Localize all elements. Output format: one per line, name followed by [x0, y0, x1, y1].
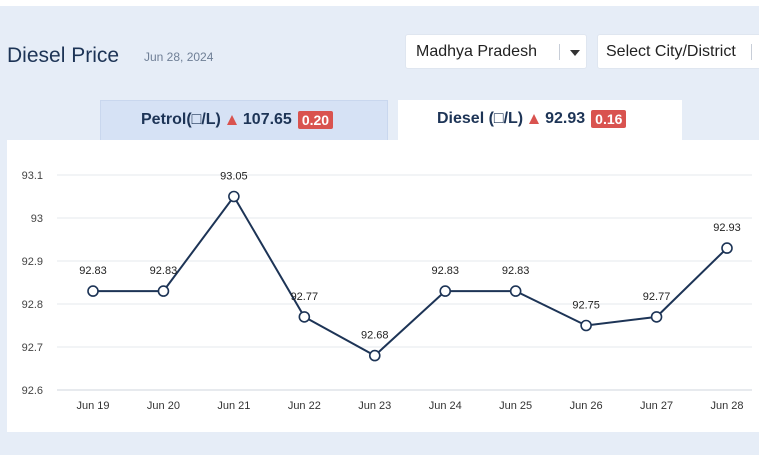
city-select-separator: [751, 44, 752, 60]
y-tick-label: 92.8: [22, 299, 43, 311]
data-point: [368, 349, 381, 362]
tab-diesel[interactable]: Diesel (□/L) 92.93 0.16: [398, 100, 682, 140]
data-label: 92.83: [502, 265, 530, 277]
tab-petrol-price: 107.65: [242, 111, 292, 128]
tab-petrol[interactable]: Petrol(□/L) 107.65 0.20: [100, 100, 388, 140]
x-tick-label: Jun 27: [640, 400, 673, 412]
top-strip: [0, 0, 759, 6]
tab-petrol-change-badge: 0.20: [297, 111, 334, 129]
y-tick-label: 92.9: [22, 256, 43, 268]
tab-diesel-label: Diesel (□/L): [437, 110, 524, 127]
data-point: [580, 319, 592, 332]
data-label: 92.77: [291, 291, 319, 303]
x-tick-label: Jun 22: [288, 400, 321, 412]
data-point: [439, 285, 452, 297]
page-title: Diesel Price: [7, 44, 120, 67]
price-up-icon: [529, 114, 540, 124]
x-tick-label: Jun 23: [358, 400, 391, 412]
price-date: Jun 28, 2024: [144, 50, 214, 64]
data-point: [228, 190, 240, 203]
data-point: [298, 311, 311, 323]
x-tick-label: Jun 20: [147, 400, 180, 412]
tab-petrol-label: Petrol(□/L): [141, 111, 221, 128]
data-point: [650, 311, 663, 323]
y-tick-label: 93.1: [22, 170, 43, 182]
data-label: 92.83: [431, 265, 459, 277]
x-tick-label: Jun 26: [570, 400, 603, 412]
series-line: [93, 194, 728, 357]
price-line-chart: 92.6 92.7 92.8 92.9 93 93.1 Jun 19 Jun 20 Jun 21…: [22, 170, 752, 412]
tab-diesel-change-badge: 0.16: [591, 110, 627, 128]
state-select-value: Madhya Pradesh: [416, 43, 537, 60]
state-select-separator: [559, 44, 560, 60]
data-label: 92.68: [361, 330, 389, 342]
x-tick-label: Jun 28: [710, 400, 743, 412]
data-label: 92.77: [643, 291, 671, 303]
data-label: 92.83: [150, 265, 178, 277]
price-chart-card: 92.6 92.7 92.8 92.9 93 93.1 Jun 19 Jun 20 Jun 21…: [7, 140, 759, 432]
data-point: [721, 242, 733, 254]
data-label: 92.93: [713, 222, 741, 234]
data-point: [509, 285, 522, 297]
state-select[interactable]: Madhya Pradesh: [405, 34, 587, 69]
x-tick-label: Jun 21: [217, 400, 250, 412]
data-label: 93.05: [220, 171, 248, 183]
x-tick-label: Jun 19: [76, 400, 109, 412]
x-tick-label: Jun 24: [429, 400, 462, 412]
price-up-icon: [226, 115, 237, 125]
x-tick-label: Jun 25: [499, 400, 532, 412]
data-label: 92.83: [79, 265, 107, 277]
tab-diesel-price: 92.93: [545, 110, 586, 127]
city-select-placeholder: Select City/District: [606, 43, 736, 60]
data-point: [87, 285, 99, 297]
y-tick-label: 92.7: [22, 342, 43, 354]
chevron-down-icon[interactable]: [570, 50, 580, 56]
city-select[interactable]: Select City/District: [597, 34, 759, 69]
header: Diesel Price Jun 28, 2024 Madhya Pradesh…: [0, 20, 759, 80]
data-point: [157, 285, 170, 297]
data-label: 92.75: [572, 300, 600, 312]
y-tick-label: 92.6: [22, 385, 43, 397]
y-tick-label: 93: [31, 213, 43, 225]
